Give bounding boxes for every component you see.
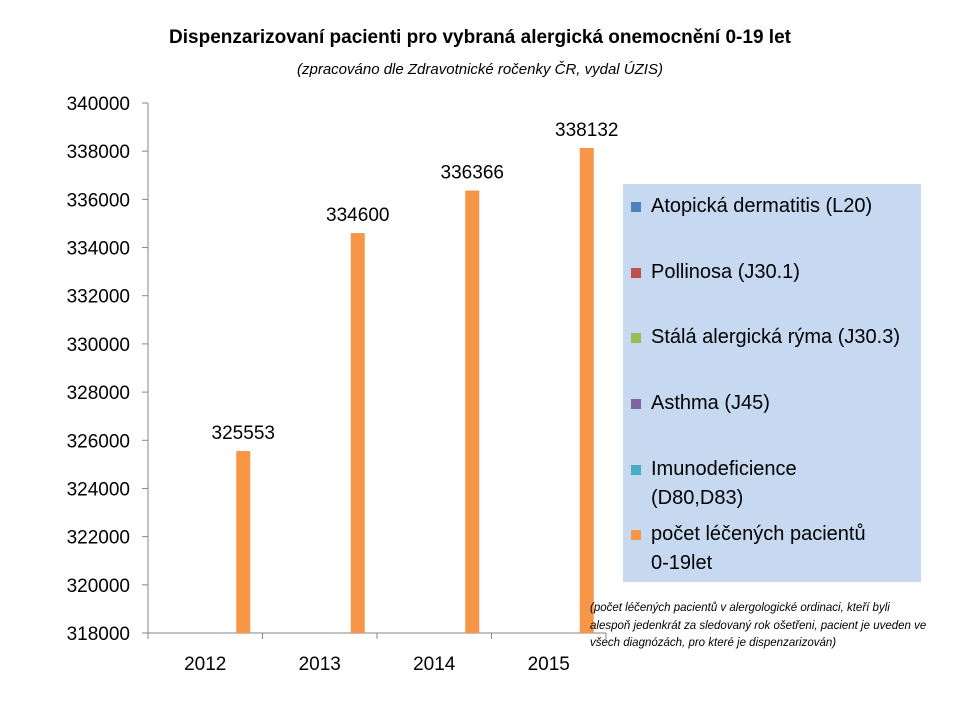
legend-label-line: 0-19let: [651, 552, 713, 574]
y-tick-label: 340000: [67, 94, 130, 115]
x-tick-label: 2013: [299, 654, 341, 675]
bar: [236, 451, 251, 633]
legend-label: Imunodeficience (D80,D83): [651, 455, 797, 513]
y-tick-label: 326000: [67, 431, 130, 452]
legend-label-line: Stálá alergická rýma (J30.3): [651, 326, 900, 348]
legend-item: Asthma (J45): [631, 389, 916, 418]
y-tick-label: 338000: [67, 142, 130, 163]
legend-item: Imunodeficience (D80,D83): [631, 455, 916, 513]
y-tick-label: 336000: [67, 190, 130, 211]
legend-swatch: [631, 465, 641, 475]
x-tick-label: 2014: [413, 654, 456, 675]
y-tick-label: 328000: [67, 383, 130, 404]
y-tick-label: 320000: [67, 576, 130, 597]
legend-label: počet léčených pacientů 0-19let: [651, 520, 866, 578]
bar: [465, 190, 480, 633]
data-label: 325553: [212, 423, 275, 444]
legend-label-line: Asthma (J45): [651, 392, 770, 414]
chart-title: Dispenzarizovaní pacienti pro vybraná al…: [169, 27, 791, 48]
legend-item: Stálá alergická rýma (J30.3): [631, 323, 916, 352]
y-tick-label: 324000: [67, 479, 130, 500]
data-label: 336366: [441, 163, 504, 184]
legend-item: počet léčených pacientů 0-19let: [631, 520, 916, 578]
legend-swatch: [631, 333, 641, 343]
y-tick-label: 334000: [67, 239, 130, 260]
data-label: 338132: [555, 120, 618, 141]
legend-swatch: [631, 268, 641, 278]
y-tick-label: 330000: [67, 335, 130, 356]
legend-label: Atopická dermatitis (L20): [651, 192, 872, 221]
legend-label: Pollinosa (J30.1): [651, 258, 800, 287]
legend-swatch: [631, 202, 641, 212]
chart-legend: Atopická dermatitis (L20) Pollinosa (J30.…: [623, 184, 921, 582]
legend-swatch: [631, 399, 641, 409]
legend-swatch: [631, 530, 641, 540]
legend-item: Pollinosa (J30.1): [631, 258, 916, 287]
chart-subtitle: (zpracováno dle Zdravotnické ročenky ČR,…: [297, 61, 663, 78]
legend-label: Asthma (J45): [651, 389, 770, 418]
legend-label-line: Pollinosa (J30.1): [651, 261, 800, 283]
y-tick-label: 318000: [67, 624, 130, 645]
legend-label-line: počet léčených pacientů: [651, 523, 866, 545]
bar: [579, 148, 594, 633]
x-tick-label: 2015: [528, 654, 570, 675]
legend-label-line: Atopická dermatitis (L20): [651, 195, 873, 217]
bar: [350, 233, 365, 633]
legend-item: Atopická dermatitis (L20): [631, 192, 916, 221]
x-tick-label: 2012: [184, 654, 226, 675]
legend-label-line: (D80,D83): [651, 487, 744, 509]
data-label: 334600: [326, 205, 389, 226]
footnote: (počet léčených pacientů v alergologické…: [590, 602, 927, 649]
y-tick-label: 332000: [67, 287, 130, 308]
y-tick-label: 322000: [67, 528, 130, 549]
legend-label-line: Imunodeficience: [651, 458, 797, 480]
legend-label: Stálá alergická rýma (J30.3): [651, 323, 900, 352]
